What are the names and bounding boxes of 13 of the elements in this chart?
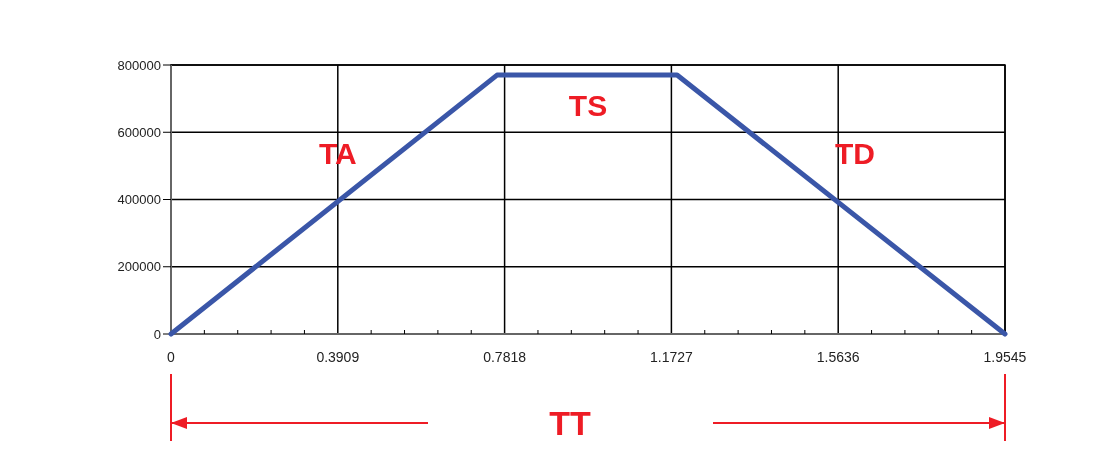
y-tick-label: 200000 (117, 259, 161, 275)
y-tick-label: 800000 (117, 57, 161, 73)
x-tick-label: 1.5636 (816, 349, 860, 365)
y-tick-label: 600000 (117, 124, 161, 140)
text: TT (549, 403, 591, 442)
x-tick-label: 0.3909 (316, 349, 360, 365)
y-tick-label: 400000 (117, 192, 161, 208)
x-tick-label: 0.7818 (483, 349, 527, 365)
y-tick-label: 0 (153, 326, 161, 342)
x-tick-label: 0 (167, 349, 176, 365)
annotation: TS (568, 88, 608, 122)
x-tick-label: 1.9545 (983, 349, 1027, 365)
x-tick-label: 1.1727 (649, 349, 694, 365)
